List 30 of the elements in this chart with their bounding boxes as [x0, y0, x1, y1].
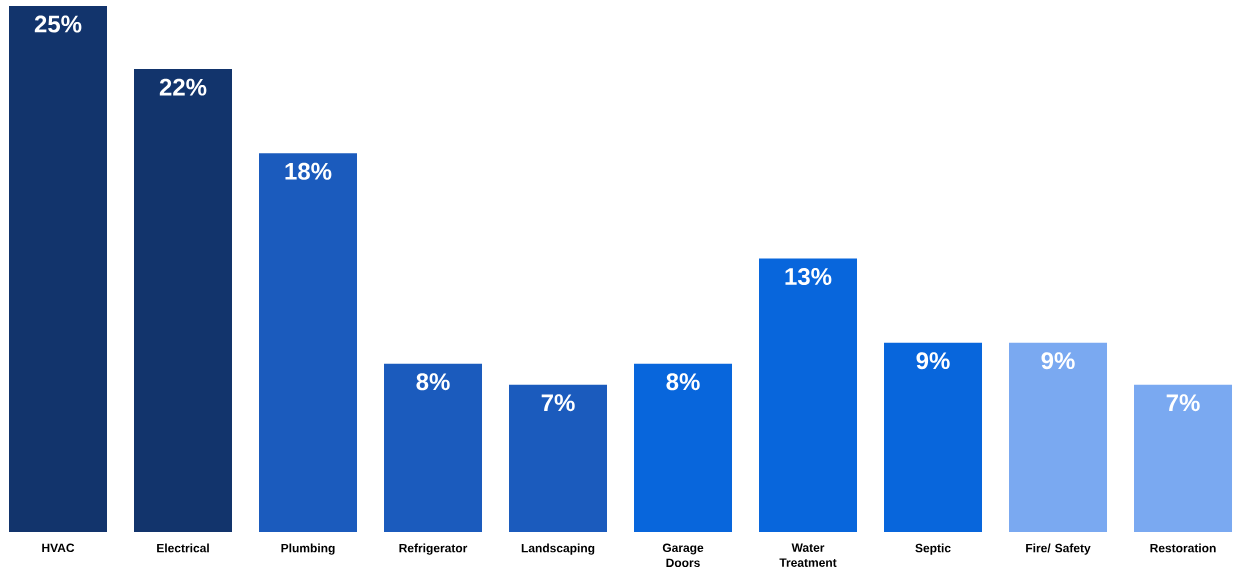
data-label: 22%: [159, 78, 207, 96]
x-tick-label: Restoration: [1150, 543, 1216, 553]
bar: [1134, 384, 1233, 532]
x-tick-label: Fire/ Safety: [1026, 543, 1091, 555]
x-tick-label: Plumbing: [281, 543, 335, 555]
data-label: 7%: [541, 394, 575, 412]
bar: [509, 384, 608, 532]
x-tick-label: Septic: [915, 543, 951, 555]
x-tick-label: Water Treatment: [779, 543, 837, 567]
bar: [634, 363, 733, 532]
data-label: 9%: [1041, 352, 1075, 370]
data-label: 7%: [1166, 394, 1200, 412]
x-tick-label: Electrical: [157, 543, 209, 553]
bar: [1009, 342, 1108, 532]
data-label: 8%: [416, 373, 450, 391]
data-label: 13%: [785, 268, 832, 286]
x-tick-label: Landscaping: [521, 543, 595, 555]
bar: [134, 69, 233, 532]
x-tick-label: Garage Doors: [662, 543, 704, 568]
data-label: 8%: [666, 373, 700, 391]
x-tick-label: HVAC: [42, 543, 75, 553]
data-label: 9%: [916, 352, 950, 370]
bar: [259, 153, 358, 532]
bar: [884, 342, 983, 532]
data-label: 18%: [285, 162, 332, 180]
bar: [9, 6, 108, 532]
bar: [384, 363, 483, 532]
bar: [759, 258, 858, 532]
x-tick-label: Refrigerator: [399, 543, 468, 555]
data-label: 25%: [34, 15, 82, 33]
